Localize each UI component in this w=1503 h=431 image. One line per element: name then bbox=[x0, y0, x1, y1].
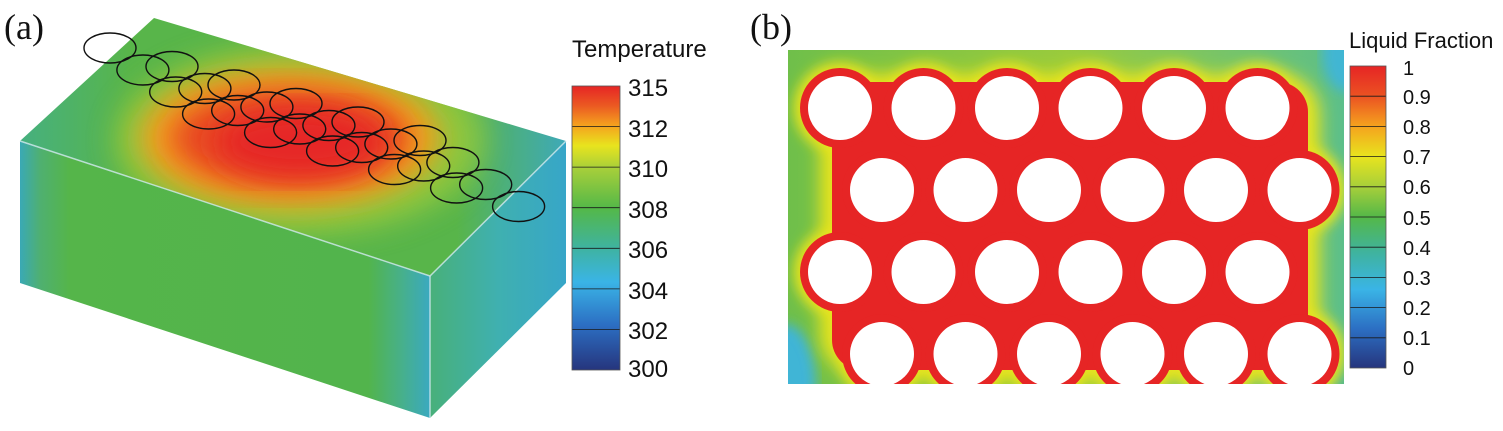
cell-hole bbox=[1017, 158, 1081, 222]
liquid-fraction-tick-3: 0.7 bbox=[1403, 147, 1431, 169]
cell-outline bbox=[148, 76, 203, 108]
temperature-tick-5: 304 bbox=[628, 278, 669, 305]
cell-hole bbox=[1100, 322, 1165, 386]
cell-hole bbox=[933, 322, 998, 386]
cell-holes bbox=[808, 76, 1332, 386]
cell-hole bbox=[975, 76, 1039, 140]
cell-outline bbox=[243, 116, 298, 149]
cell-hole bbox=[808, 76, 872, 140]
cell-hole bbox=[933, 158, 998, 222]
pack-front-face bbox=[20, 141, 430, 418]
liquid-fraction-tick-9: 0.1 bbox=[1403, 328, 1431, 350]
temperature-tick-4: 306 bbox=[628, 237, 669, 264]
battery-pack-3d bbox=[19, 18, 567, 418]
panel-a-label: (a) bbox=[4, 7, 44, 47]
cell-outline bbox=[207, 69, 261, 101]
cell-hole bbox=[1267, 158, 1332, 222]
temperature-colorbar bbox=[571, 85, 621, 371]
cell-hole bbox=[850, 158, 914, 222]
liquid-fraction-tick-4: 0.6 bbox=[1403, 177, 1431, 199]
cell-outline bbox=[83, 32, 137, 64]
pack-side-face bbox=[430, 141, 566, 418]
panel-b-label: (b) bbox=[750, 7, 792, 47]
cell-outline bbox=[367, 153, 422, 186]
temperature-tick-7: 300 bbox=[628, 356, 669, 383]
cell-hole bbox=[1225, 240, 1290, 304]
cell-hole bbox=[1142, 76, 1206, 140]
cell-outline bbox=[393, 124, 447, 157]
liquid-fraction-colorbar bbox=[1349, 65, 1387, 369]
liquid-fraction-tick-8: 0.2 bbox=[1403, 298, 1431, 320]
liquid-fraction-tick-0: 1 bbox=[1403, 58, 1415, 80]
cell-hole bbox=[1100, 158, 1165, 222]
cell-hole bbox=[1017, 322, 1081, 386]
liquid-fraction-tick-7: 0.3 bbox=[1403, 268, 1431, 290]
cell-hole bbox=[1058, 240, 1123, 304]
cell-outline bbox=[397, 150, 451, 182]
cell-hole bbox=[891, 240, 956, 304]
cell-hole bbox=[1184, 322, 1248, 386]
liquid-fraction-tick-1: 0.9 bbox=[1403, 87, 1431, 109]
liquid-fraction-tick-6: 0.4 bbox=[1403, 238, 1431, 260]
cell-hole bbox=[808, 240, 872, 304]
cell-outline bbox=[145, 50, 199, 83]
top-heat-map bbox=[115, 45, 485, 235]
liquid-fraction-legend-title: Liquid Fraction bbox=[1349, 28, 1494, 53]
cell-outline bbox=[331, 106, 385, 138]
cell-outline bbox=[181, 98, 236, 130]
temperature-tick-1: 312 bbox=[628, 116, 669, 143]
liquid-fraction-tick-10: 0 bbox=[1403, 358, 1415, 380]
cell-hole bbox=[1225, 76, 1290, 140]
temperature-tick-3: 308 bbox=[628, 197, 669, 224]
cell-outline bbox=[302, 109, 356, 142]
liquid-fraction-tick-2: 0.8 bbox=[1403, 117, 1431, 139]
cell-outline bbox=[305, 135, 360, 167]
cell-outline bbox=[364, 128, 418, 160]
temperature-tick-2: 310 bbox=[628, 156, 669, 183]
cell-outline bbox=[273, 113, 327, 145]
liquid-fraction-tick-5: 0.5 bbox=[1403, 208, 1431, 230]
cell-hole bbox=[1058, 76, 1123, 140]
cell-hole bbox=[1184, 158, 1248, 222]
cell-hole bbox=[975, 240, 1039, 304]
temperature-tick-0: 315 bbox=[628, 75, 669, 102]
temperature-tick-6: 302 bbox=[628, 318, 669, 345]
cell-outline bbox=[429, 172, 484, 204]
cell-hole bbox=[1142, 240, 1206, 304]
cell-outline bbox=[335, 131, 389, 164]
cell-outline bbox=[116, 54, 170, 86]
cell-outline bbox=[269, 87, 323, 120]
cell-outline bbox=[426, 146, 480, 179]
liquid-fraction-map bbox=[788, 50, 1344, 386]
cell-outline bbox=[459, 168, 513, 201]
temperature-legend-title: Temperature bbox=[572, 36, 707, 63]
cell-outline bbox=[240, 91, 294, 123]
cell-outline bbox=[491, 190, 546, 223]
cell-outline bbox=[210, 94, 265, 127]
cell-hole bbox=[1267, 322, 1332, 386]
cell-hole bbox=[850, 322, 914, 386]
top-cell-outlines bbox=[83, 32, 546, 223]
cell-hole bbox=[891, 76, 956, 140]
cell-outline bbox=[178, 72, 232, 105]
